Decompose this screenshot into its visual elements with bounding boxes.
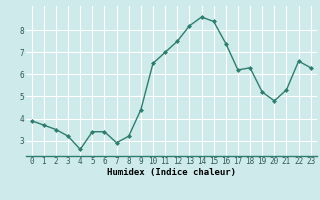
X-axis label: Humidex (Indice chaleur): Humidex (Indice chaleur) [107,168,236,177]
